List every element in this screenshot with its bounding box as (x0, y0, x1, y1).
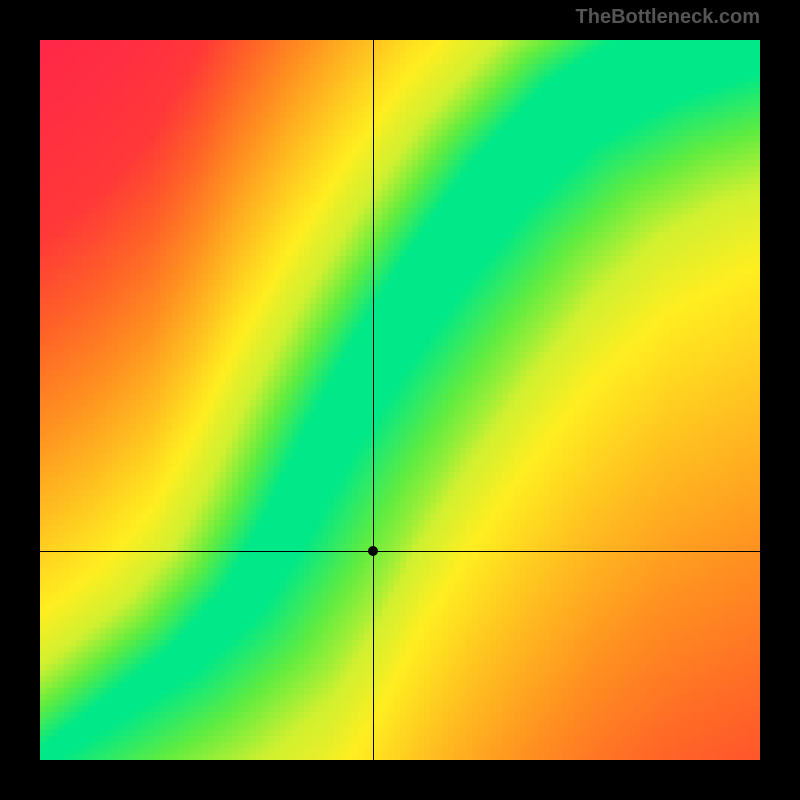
watermark-text: TheBottleneck.com (576, 6, 760, 29)
crosshair-vertical (373, 40, 374, 760)
crosshair-horizontal (40, 551, 760, 552)
plot-area (40, 40, 760, 760)
heatmap-canvas (40, 40, 760, 760)
marker-dot (368, 546, 378, 556)
